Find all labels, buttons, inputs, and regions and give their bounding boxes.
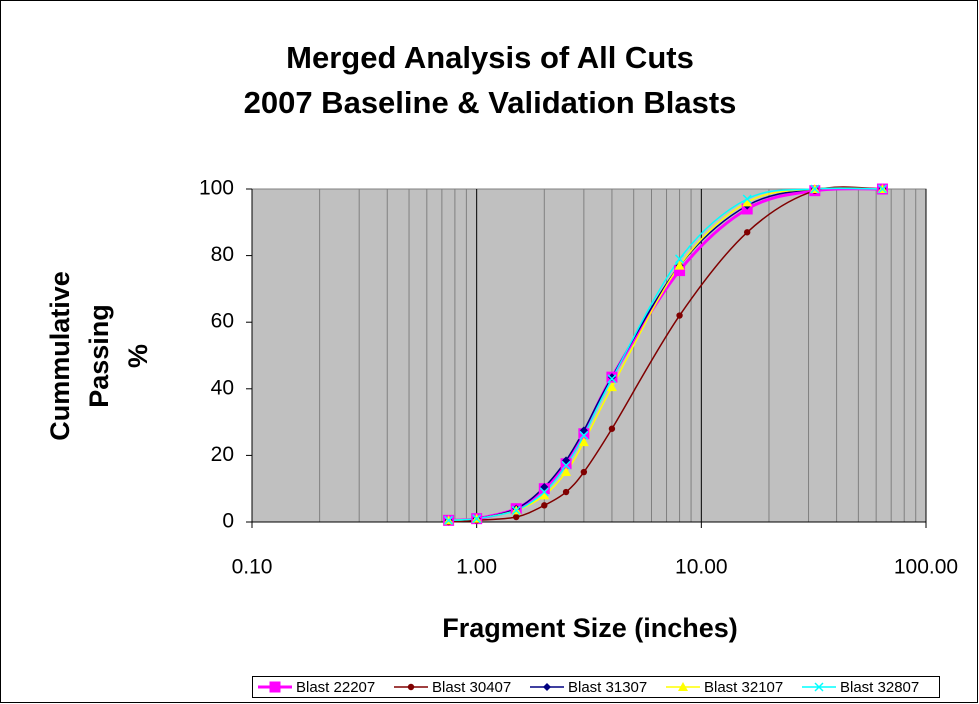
legend-box [252, 676, 940, 698]
y-axis-title: Passing [84, 304, 114, 408]
legend-item: Blast 32807 [802, 679, 919, 696]
marker [543, 683, 551, 691]
marker [675, 254, 685, 264]
marker [269, 681, 281, 693]
marker [407, 683, 415, 691]
y-tick-label: 20 [211, 443, 234, 466]
marker [513, 513, 520, 521]
marker [579, 430, 589, 440]
legend-label: Blast 30407 [432, 679, 511, 696]
x-tick-label: 0.10 [232, 556, 273, 579]
plot-area [251, 188, 927, 523]
marker [561, 460, 571, 470]
chart-title: Merged Analysis of All Cuts [286, 40, 694, 75]
y-tick-label: 40 [211, 376, 234, 399]
marker [676, 312, 683, 319]
marker [814, 682, 824, 692]
marker [539, 490, 550, 500]
marker [607, 373, 616, 382]
marker [674, 260, 685, 270]
legend-item: Blast 22207 [258, 679, 375, 696]
marker [444, 515, 454, 525]
x-tick-label: 1.00 [456, 556, 497, 579]
legend-item: Blast 30407 [394, 679, 511, 696]
marker [578, 437, 589, 447]
series-line [448, 186, 883, 523]
x-tick-label: 100.00 [894, 556, 958, 579]
legend-item: Blast 31307 [530, 679, 647, 696]
legend-label: Blast 31307 [568, 679, 647, 696]
marker [743, 229, 751, 236]
marker [678, 682, 688, 691]
marker [606, 382, 617, 392]
marker [608, 425, 616, 432]
y-tick-label: 80 [211, 243, 234, 266]
marker [472, 514, 482, 524]
marker [607, 374, 617, 384]
legend-label: Blast 32807 [840, 679, 919, 696]
chart-title: 2007 Baseline & Validation Blasts [244, 85, 737, 120]
marker [877, 184, 887, 194]
x-axis-title: Fragment Size (inches) [442, 613, 738, 643]
marker [562, 488, 570, 496]
x-tick-label: 10.00 [675, 556, 728, 579]
y-tick-label: 0 [222, 510, 234, 533]
legend-item: Blast 32107 [666, 679, 783, 696]
marker [810, 184, 820, 194]
marker [561, 467, 572, 477]
y-axis-title: % [123, 344, 153, 368]
marker [742, 194, 752, 204]
y-axis-title: Cummulative [45, 271, 75, 441]
marker [539, 487, 549, 497]
marker [541, 502, 548, 509]
y-tick-label: 100 [199, 177, 234, 200]
legend-label: Blast 22207 [296, 679, 375, 696]
marker [580, 468, 588, 476]
legend-label: Blast 32107 [704, 679, 783, 696]
marker [742, 197, 753, 207]
marker [511, 505, 521, 515]
y-tick-label: 60 [211, 310, 234, 333]
